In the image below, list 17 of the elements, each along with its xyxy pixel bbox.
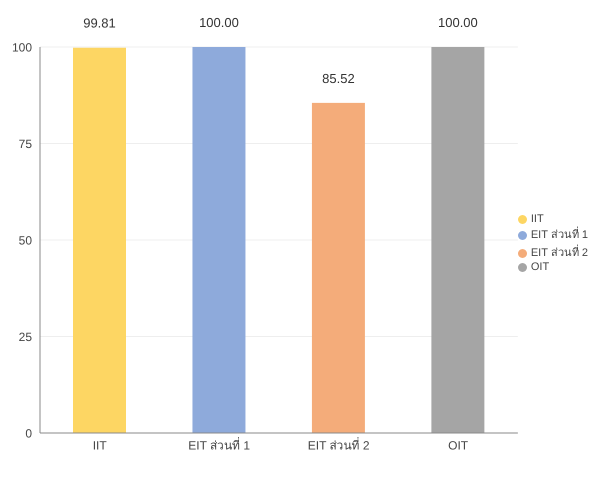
legend-label: EIT ส่วนที่ 1 xyxy=(530,229,588,241)
data-label: 85.52 xyxy=(322,70,355,86)
data-label: 100.00 xyxy=(199,15,239,30)
x-tick-label: OIT xyxy=(448,438,469,453)
legend-label: EIT ส่วนที่ 2 xyxy=(530,247,588,259)
y-tick-label: 50 xyxy=(18,233,32,248)
x-tick-label: EIT ส่วนที่ 1 xyxy=(188,436,250,453)
y-tick-label: 25 xyxy=(18,330,32,344)
x-tick-label: EIT ส่วนที่ 2 xyxy=(308,436,370,453)
data-label: 99.81 xyxy=(83,16,116,31)
data-label: 100.00 xyxy=(438,15,478,30)
legend-label: OIT xyxy=(530,261,550,273)
y-tick-label: 100 xyxy=(12,40,32,54)
x-tick-label: IIT xyxy=(92,438,108,453)
y-tick-label: 75 xyxy=(18,136,32,151)
y-tick-label: 0 xyxy=(25,426,32,440)
legend-label: IIT xyxy=(530,213,544,225)
